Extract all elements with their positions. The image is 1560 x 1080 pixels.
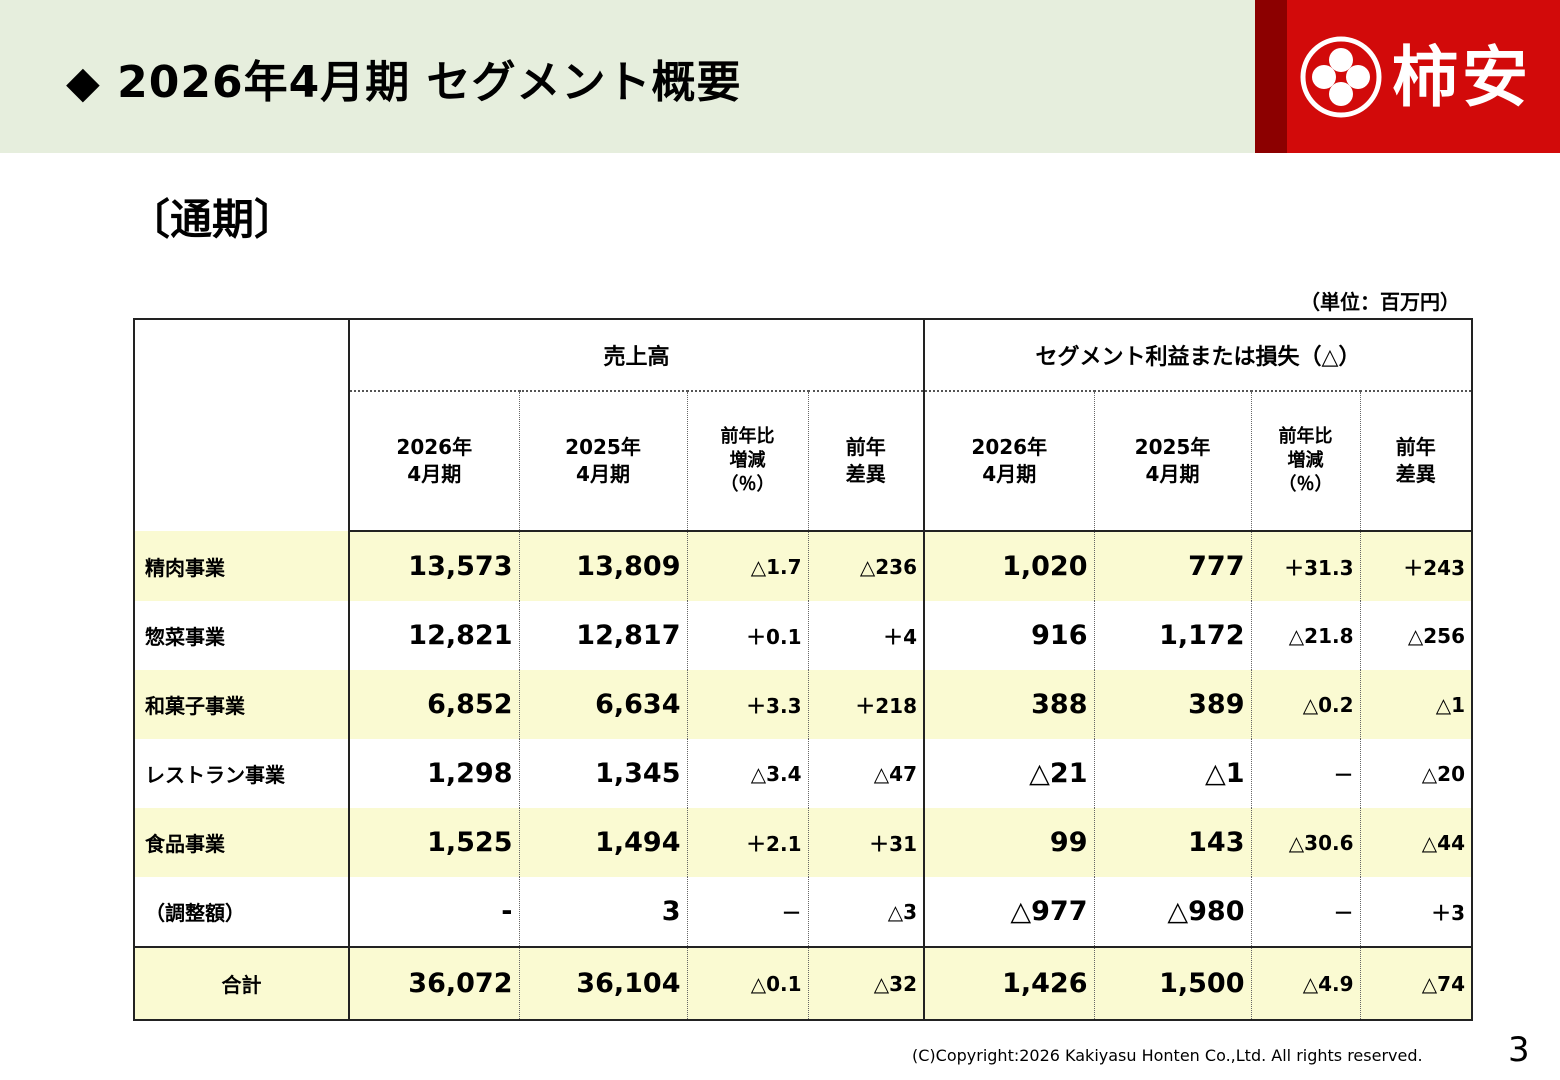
profit-yoy: ＋31.3 [1250, 531, 1360, 601]
logo-text: 柿安 [1392, 38, 1532, 116]
sales-2026: 12,821 [348, 601, 519, 670]
row-name: 和菓子事業 [134, 670, 350, 739]
profit-2026: △21 [923, 739, 1094, 808]
profit-2025: 389 [1093, 670, 1251, 739]
profit-diff: △256 [1359, 601, 1472, 670]
profit-diff: △1 [1359, 670, 1472, 739]
sales-2026: 6,852 [348, 670, 519, 739]
sales-diff: △236 [807, 531, 924, 601]
profit-2025: △1 [1093, 739, 1251, 808]
total-profit-2026: 1,426 [923, 946, 1094, 1020]
sales-diff: ＋4 [807, 601, 924, 670]
sales-2025: 13,809 [518, 531, 687, 601]
profit-yoy: △0.2 [1250, 670, 1360, 739]
col-header-profit-yoy: 前年比 増減 （％） [1250, 391, 1360, 532]
profit-yoy: － [1250, 877, 1360, 947]
sales-2025: 1,494 [518, 808, 687, 877]
row-name: レストラン事業 [134, 739, 350, 808]
sales-yoy: ＋2.1 [686, 808, 808, 877]
page-number: 3 [1508, 1030, 1530, 1070]
section-title: 〔通期〕 [128, 195, 297, 244]
sales-diff: △3 [807, 877, 924, 947]
sales-2025: 6,634 [518, 670, 687, 739]
col-header-sales-2026: 2026年 4月期 [349, 391, 519, 532]
table-row-total: 合計 36,072 36,104 △0.1 △32 1,426 1,500 △4… [134, 946, 1472, 1020]
col-header-sales-diff: 前年 差異 [807, 391, 924, 532]
table-row: レストラン事業 1,298 1,345 △3.4 △47 △21 △1 － △2… [134, 739, 1472, 808]
row-name: （調整額） [134, 877, 350, 947]
copyright-text: (C)Copyright:2026 Kakiyasu Honten Co.,Lt… [912, 1046, 1423, 1065]
row-name: 精肉事業 [134, 531, 350, 601]
header-band [0, 0, 1255, 153]
sales-yoy: － [686, 877, 808, 947]
group-header-sales: 売上高 [349, 319, 924, 392]
sales-yoy: ＋0.1 [686, 601, 808, 670]
total-profit-diff: △74 [1359, 946, 1472, 1020]
profit-2025: 777 [1093, 531, 1251, 601]
sales-diff: ＋31 [807, 808, 924, 877]
sales-yoy: △3.4 [686, 739, 808, 808]
unit-label: （単位：百万円） [1300, 290, 1460, 314]
total-sales-2025: 36,104 [518, 946, 687, 1020]
table-row: 和菓子事業 6,852 6,634 ＋3.3 ＋218 388 389 △0.2… [134, 670, 1472, 739]
corner-cell [134, 319, 350, 531]
col-header-sales-yoy: 前年比 増減 （％） [686, 391, 808, 532]
profit-2025: 1,172 [1093, 601, 1251, 670]
sales-yoy: △1.7 [686, 531, 808, 601]
sales-2026: 13,573 [348, 531, 519, 601]
profit-diff: △44 [1359, 808, 1472, 877]
logo-box [1255, 0, 1560, 153]
col-header-profit-2026: 2026年 4月期 [923, 391, 1094, 532]
logo-dark-strip [1255, 0, 1287, 153]
table-row: 惣菜事業 12,821 12,817 ＋0.1 ＋4 916 1,172 △21… [134, 601, 1472, 670]
sales-2026: 1,525 [348, 808, 519, 877]
profit-yoy: △30.6 [1250, 808, 1360, 877]
profit-2025: 143 [1093, 808, 1251, 877]
total-sales-2026: 36,072 [348, 946, 519, 1020]
sales-yoy: ＋3.3 [686, 670, 808, 739]
sales-2026: 1,298 [348, 739, 519, 808]
sales-2025: 3 [518, 877, 687, 947]
profit-diff: ＋243 [1359, 531, 1472, 601]
col-header-profit-2025: 2025年 4月期 [1093, 391, 1251, 532]
sales-diff: △47 [807, 739, 924, 808]
total-profit-yoy: △4.9 [1250, 946, 1360, 1020]
total-sales-diff: △32 [807, 946, 924, 1020]
profit-yoy: － [1250, 739, 1360, 808]
group-header-profit: セグメント利益または損失（△） [923, 319, 1472, 392]
sales-2025: 1,345 [518, 739, 687, 808]
row-name: 食品事業 [134, 808, 350, 877]
total-sales-yoy: △0.1 [686, 946, 808, 1020]
profit-yoy: △21.8 [1250, 601, 1360, 670]
row-name: 惣菜事業 [134, 601, 350, 670]
col-header-profit-diff: 前年 差異 [1359, 391, 1472, 532]
profit-diff: ＋3 [1359, 877, 1472, 947]
sales-2026: - [348, 877, 519, 947]
profit-2026: 916 [923, 601, 1094, 670]
table-row: 精肉事業 13,573 13,809 △1.7 △236 1,020 777 ＋… [134, 531, 1472, 601]
sales-2025: 12,817 [518, 601, 687, 670]
profit-2025: △980 [1093, 877, 1251, 947]
profit-2026: 99 [923, 808, 1094, 877]
segment-table: 売上高 セグメント利益または損失（△） 2026年 4月期 2025年 4月期 前年… [133, 318, 1473, 1021]
kakiyasu-flower-logo-mark-icon [1300, 36, 1382, 118]
page-title: ◆ 2026年4月期 セグメント概要 [66, 57, 742, 108]
total-row-name: 合計 [134, 946, 350, 1020]
total-profit-2025: 1,500 [1093, 946, 1251, 1020]
profit-2026: △977 [923, 877, 1094, 947]
table-row: （調整額） - 3 － △3 △977 △980 － ＋3 [134, 877, 1472, 947]
profit-2026: 1,020 [923, 531, 1094, 601]
profit-2026: 388 [923, 670, 1094, 739]
profit-diff: △20 [1359, 739, 1472, 808]
sales-diff: ＋218 [807, 670, 924, 739]
table-row: 食品事業 1,525 1,494 ＋2.1 ＋31 99 143 △30.6 △… [134, 808, 1472, 877]
col-header-sales-2025: 2025年 4月期 [518, 391, 687, 532]
